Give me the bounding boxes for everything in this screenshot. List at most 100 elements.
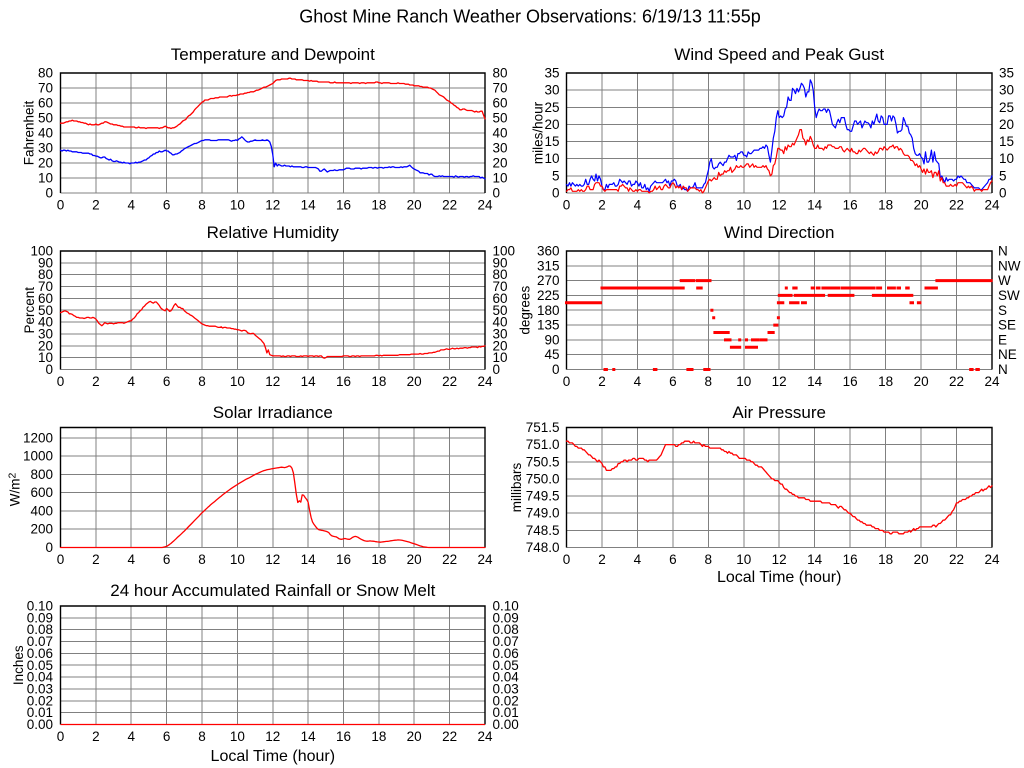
svg-text:0.06: 0.06 xyxy=(27,646,53,661)
svg-text:0: 0 xyxy=(493,186,501,201)
svg-text:70: 70 xyxy=(493,81,508,96)
svg-text:40: 40 xyxy=(38,126,53,141)
svg-text:18: 18 xyxy=(371,374,386,389)
svg-text:14: 14 xyxy=(301,374,317,389)
svg-text:0: 0 xyxy=(57,198,65,213)
svg-text:2: 2 xyxy=(92,198,100,213)
svg-text:0.05: 0.05 xyxy=(493,658,519,673)
svg-text:0.08: 0.08 xyxy=(27,622,53,637)
svg-text:10: 10 xyxy=(493,350,508,365)
svg-text:16: 16 xyxy=(336,552,351,567)
svg-text:18: 18 xyxy=(371,552,386,567)
svg-text:20: 20 xyxy=(493,338,508,353)
svg-text:80: 80 xyxy=(38,267,53,282)
svg-text:50: 50 xyxy=(38,303,53,318)
svg-text:22: 22 xyxy=(442,198,457,213)
svg-text:0.08: 0.08 xyxy=(493,622,519,637)
svg-text:751.5: 751.5 xyxy=(526,420,560,435)
svg-text:2: 2 xyxy=(598,198,606,213)
svg-text:0: 0 xyxy=(552,362,560,377)
svg-text:18: 18 xyxy=(371,729,386,744)
svg-text:14: 14 xyxy=(301,729,317,744)
svg-text:0.03: 0.03 xyxy=(27,682,53,697)
svg-text:50: 50 xyxy=(38,111,53,126)
svg-text:22: 22 xyxy=(949,374,964,389)
svg-text:14: 14 xyxy=(301,198,317,213)
svg-text:24: 24 xyxy=(984,198,1000,213)
svg-text:0: 0 xyxy=(45,186,53,201)
svg-text:6: 6 xyxy=(669,374,677,389)
svg-text:10: 10 xyxy=(230,198,245,213)
svg-text:22: 22 xyxy=(949,552,964,567)
svg-text:10: 10 xyxy=(544,151,559,166)
svg-text:W: W xyxy=(998,273,1011,288)
svg-text:10: 10 xyxy=(736,374,751,389)
svg-text:20: 20 xyxy=(407,552,422,567)
svg-text:0.02: 0.02 xyxy=(493,693,519,708)
svg-text:748.5: 748.5 xyxy=(526,523,560,538)
svg-text:0: 0 xyxy=(57,729,65,744)
svg-text:12: 12 xyxy=(772,198,787,213)
svg-text:18: 18 xyxy=(371,198,386,213)
svg-text:6: 6 xyxy=(669,552,677,567)
svg-text:1000: 1000 xyxy=(23,449,53,464)
svg-text:6: 6 xyxy=(163,729,171,744)
svg-text:0.07: 0.07 xyxy=(27,634,53,649)
svg-text:10: 10 xyxy=(736,198,751,213)
svg-text:0.00: 0.00 xyxy=(493,717,519,732)
svg-text:E: E xyxy=(998,332,1007,347)
svg-text:20: 20 xyxy=(38,338,53,353)
svg-text:16: 16 xyxy=(843,198,858,213)
svg-text:100: 100 xyxy=(493,244,516,259)
svg-text:Inches: Inches xyxy=(11,645,26,685)
svg-text:40: 40 xyxy=(493,315,508,330)
svg-text:180: 180 xyxy=(537,303,560,318)
svg-text:8: 8 xyxy=(705,198,713,213)
svg-text:10: 10 xyxy=(38,171,53,186)
svg-text:10: 10 xyxy=(230,552,245,567)
svg-text:25: 25 xyxy=(999,100,1014,115)
svg-text:15: 15 xyxy=(544,134,559,149)
svg-text:Ghost Mine Ranch Weather Obser: Ghost Mine Ranch Weather Observations: 6… xyxy=(299,7,761,27)
svg-text:8: 8 xyxy=(705,374,713,389)
svg-text:10: 10 xyxy=(38,350,53,365)
svg-text:Local Time (hour): Local Time (hour) xyxy=(717,569,842,586)
svg-text:Wind Direction: Wind Direction xyxy=(724,223,835,242)
svg-text:315: 315 xyxy=(537,258,560,273)
svg-text:N: N xyxy=(998,244,1008,259)
svg-text:Relative Humidity: Relative Humidity xyxy=(207,223,340,242)
svg-text:0.03: 0.03 xyxy=(493,682,519,697)
svg-text:SE: SE xyxy=(998,318,1016,333)
svg-text:2: 2 xyxy=(598,374,606,389)
svg-text:0: 0 xyxy=(45,540,53,555)
svg-text:10: 10 xyxy=(230,374,245,389)
svg-text:50: 50 xyxy=(493,111,508,126)
svg-text:8: 8 xyxy=(198,729,206,744)
svg-text:22: 22 xyxy=(442,729,457,744)
svg-text:0.04: 0.04 xyxy=(493,670,520,685)
svg-text:0: 0 xyxy=(563,198,571,213)
svg-text:Wind Speed and Peak Gust: Wind Speed and Peak Gust xyxy=(674,45,884,64)
svg-text:0.09: 0.09 xyxy=(27,610,53,625)
svg-text:4: 4 xyxy=(127,374,135,389)
svg-text:0.05: 0.05 xyxy=(27,658,53,673)
svg-text:20: 20 xyxy=(407,729,422,744)
svg-text:16: 16 xyxy=(843,552,858,567)
svg-text:2: 2 xyxy=(92,729,100,744)
svg-text:12: 12 xyxy=(265,729,280,744)
svg-text:14: 14 xyxy=(807,198,823,213)
svg-text:24: 24 xyxy=(477,552,493,567)
svg-text:20: 20 xyxy=(38,156,53,171)
svg-text:80: 80 xyxy=(38,66,53,81)
svg-text:12: 12 xyxy=(772,552,787,567)
svg-text:16: 16 xyxy=(336,198,351,213)
svg-text:80: 80 xyxy=(493,66,508,81)
svg-text:0.02: 0.02 xyxy=(27,693,53,708)
svg-text:0.00: 0.00 xyxy=(27,717,53,732)
svg-text:0: 0 xyxy=(57,552,65,567)
svg-text:2: 2 xyxy=(598,552,606,567)
svg-text:0: 0 xyxy=(57,374,65,389)
svg-text:1200: 1200 xyxy=(23,431,53,446)
svg-text:30: 30 xyxy=(493,141,508,156)
svg-text:12: 12 xyxy=(265,374,280,389)
